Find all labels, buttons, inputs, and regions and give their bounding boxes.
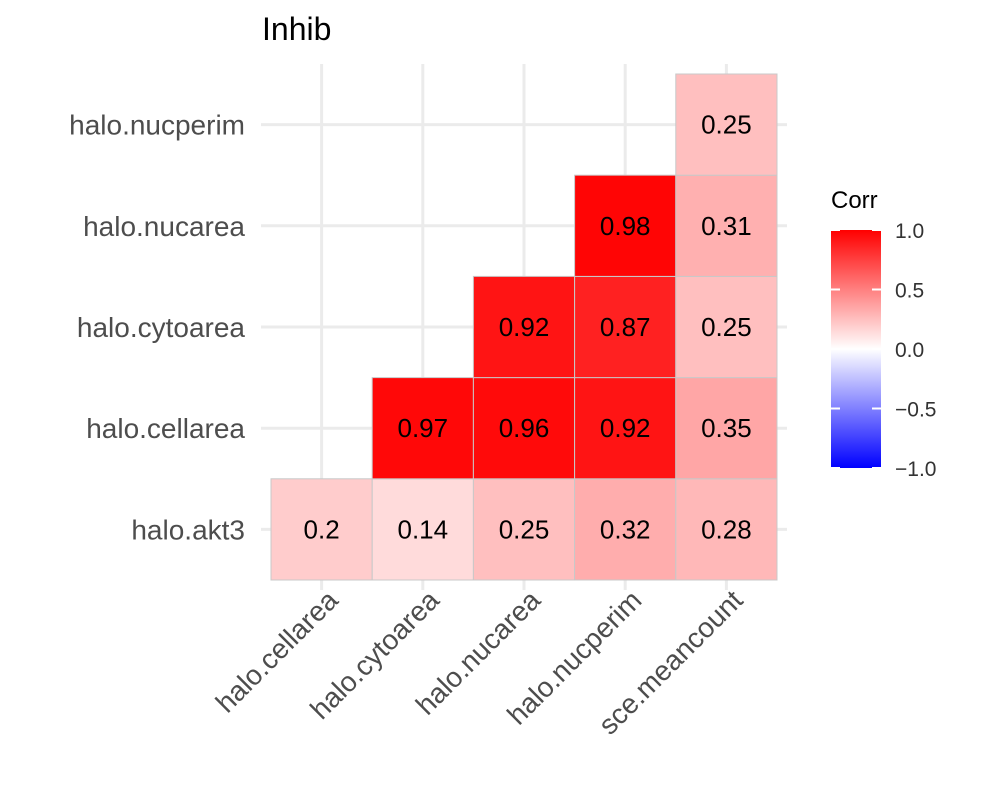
legend-tick-label: −0.5 — [895, 399, 936, 422]
cell-value-label: 0.92 — [600, 413, 651, 443]
heatmap-cell — [574, 275, 677, 379]
y-tick-label: halo.nucperim — [69, 110, 245, 141]
cell-value-label: 0.98 — [600, 211, 651, 241]
heatmap-cell — [472, 275, 576, 379]
y-tick-label: halo.cytoarea — [77, 312, 246, 343]
y-tick-label: halo.cellarea — [86, 413, 245, 444]
cell-value-label: 0.92 — [499, 312, 550, 342]
cell-value-label: 0.25 — [499, 514, 550, 544]
heatmap-cell — [371, 377, 474, 480]
legend-tick-label: 0.0 — [895, 339, 924, 362]
chart-title: Inhib — [262, 11, 331, 47]
heatmap-cell — [675, 377, 778, 480]
x-axis-ticks: halo.cellareahalo.cytoareahalo.nucareaha… — [210, 584, 749, 740]
heatmap-cell — [574, 377, 677, 480]
cell-value-label: 0.87 — [600, 312, 651, 342]
y-tick-label: halo.akt3 — [131, 514, 245, 545]
legend-tick-label: 1.0 — [895, 220, 924, 243]
legend-tick-label: 0.5 — [895, 280, 924, 303]
legend: Corr 1.0 0.5 0.0 −0.5 −1.0 — [831, 187, 936, 481]
cell-value-label: 0.96 — [499, 413, 550, 443]
cell-value-label: 0.31 — [701, 211, 752, 241]
cell-value-label: 0.25 — [701, 312, 752, 342]
cell-value-label: 0.28 — [701, 514, 752, 544]
cell-value-label: 0.97 — [397, 413, 448, 443]
heatmap-cell — [472, 377, 576, 480]
heatmap-cell — [675, 174, 778, 277]
y-tick-label: halo.nucarea — [83, 211, 245, 242]
legend-tick-label: −1.0 — [895, 458, 936, 481]
cell-value-label: 0.35 — [701, 413, 752, 443]
cell-value-label: 0.25 — [701, 110, 752, 140]
heatmap-cell — [472, 478, 576, 581]
y-axis-ticks: halo.akt3 halo.cellarea halo.cytoarea halo.… — [69, 110, 245, 546]
heatmap-cell — [371, 478, 474, 581]
heatmap-cell — [675, 478, 778, 581]
heatmap-cell — [574, 478, 677, 581]
cell-value-label: 0.2 — [304, 514, 340, 544]
legend-ticks: 1.0 0.5 0.0 −0.5 −1.0 — [831, 220, 936, 481]
heatmap-cell — [574, 174, 677, 277]
heatmap-cell — [675, 275, 778, 379]
cell-value-label: 0.14 — [397, 514, 448, 544]
heatmap-cells: 0.2 0.14 0.25 0.32 0.28 0.97 0.96 0.92 0.35 0.92 0… — [270, 73, 778, 581]
cell-value-label: 0.32 — [600, 514, 651, 544]
legend-title: Corr — [831, 187, 878, 214]
heatmap-cell — [675, 73, 778, 176]
